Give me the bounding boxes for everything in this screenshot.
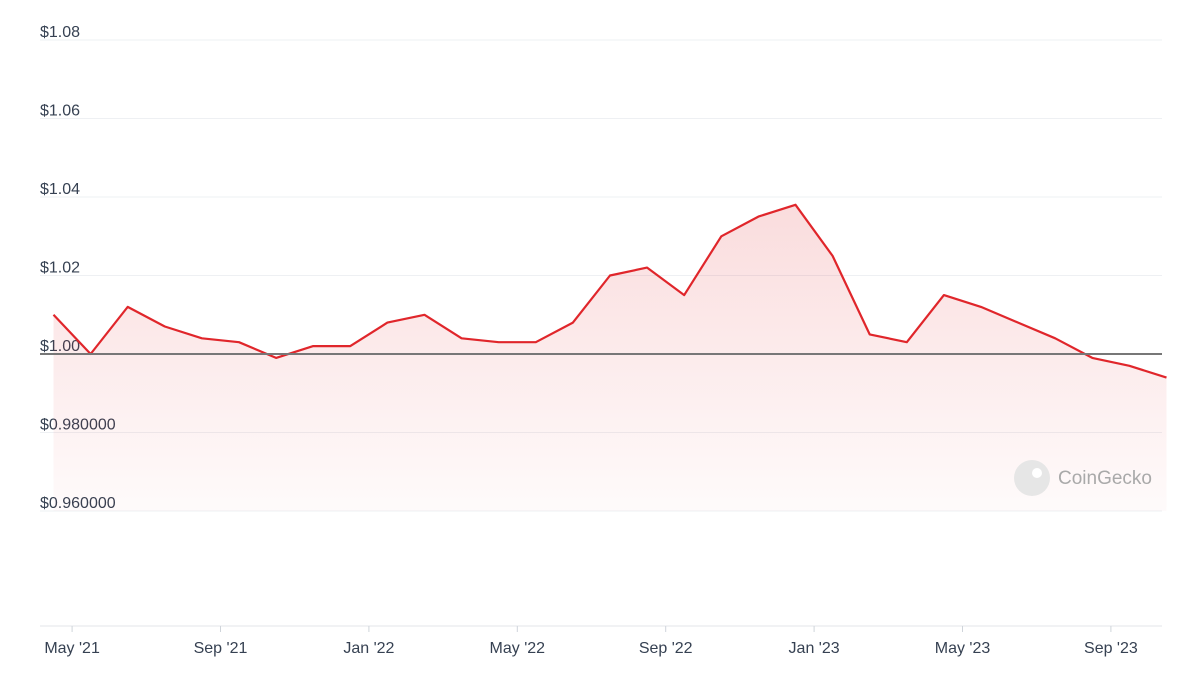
watermark: CoinGecko <box>1014 460 1152 496</box>
y-tick-label: $1.08 <box>40 24 80 41</box>
x-tick-label: Sep '23 <box>1084 640 1138 657</box>
x-tick-label: Jan '23 <box>789 640 840 657</box>
x-tick-label: May '23 <box>935 640 991 657</box>
y-tick-label: $1.02 <box>40 260 80 277</box>
area <box>53 204 1167 512</box>
x-tick-label: Jan '22 <box>343 640 394 657</box>
x-tick-label: Sep '21 <box>194 640 248 657</box>
price-line <box>52 203 1167 379</box>
y-tick-label: $1.04 <box>40 181 80 198</box>
x-tick-label: May '21 <box>44 640 100 657</box>
plot <box>40 203 1167 512</box>
watermark-text: CoinGecko <box>1058 468 1152 489</box>
y-tick-label: $1.06 <box>40 103 80 120</box>
x-tick-label: May '22 <box>490 640 546 657</box>
x-tick-label: Sep '22 <box>639 640 693 657</box>
